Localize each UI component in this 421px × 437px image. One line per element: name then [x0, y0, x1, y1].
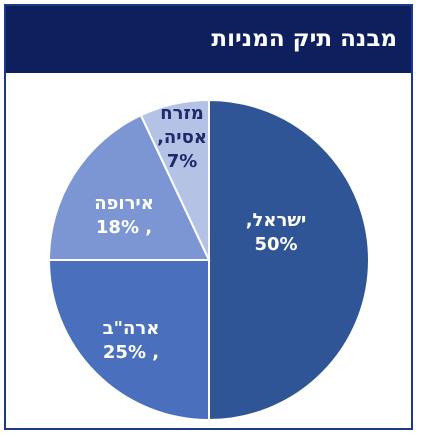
- slice-0-label: ישראל,: [246, 210, 307, 231]
- chart-title: מבנה תיק המניות: [211, 26, 397, 52]
- slice-2-label: אירופה: [94, 193, 154, 214]
- pie-slice-2: [47, 113, 211, 261]
- slice-0-value: 50%: [254, 234, 297, 255]
- slice-1-label: ארה"ב: [103, 318, 160, 339]
- slice-3-label-1: אסיה,: [157, 127, 207, 148]
- slice-2-value: 18% ,: [96, 217, 152, 238]
- slice-1-value: 25% ,: [103, 342, 159, 363]
- chart-area: ישראל, 50% ארה"ב 25% , אירופה 18% , מזרח אסיה, 7…: [6, 73, 411, 428]
- pie-slice-3: [139, 98, 210, 261]
- pie-slice-1: [47, 259, 210, 422]
- pie-chart: ישראל, 50% ארה"ב 25% , אירופה 18% , מזרח אסיה, 7…: [47, 98, 370, 422]
- pie-slices: [47, 98, 370, 422]
- pie-slice-0: [208, 98, 370, 422]
- chart-frame: מבנה תיק המניות ישראל, 50% ארה"ב 25% , אירופ…: [4, 4, 413, 430]
- slice-3-label-0: מזרח: [160, 103, 203, 124]
- slice-3-value: 7%: [167, 151, 198, 172]
- title-bar: מבנה תיק המניות: [6, 6, 411, 73]
- pie-labels: ישראל, 50% ארה"ב 25% , אירופה 18% , מזרח אסיה, 7…: [94, 103, 306, 363]
